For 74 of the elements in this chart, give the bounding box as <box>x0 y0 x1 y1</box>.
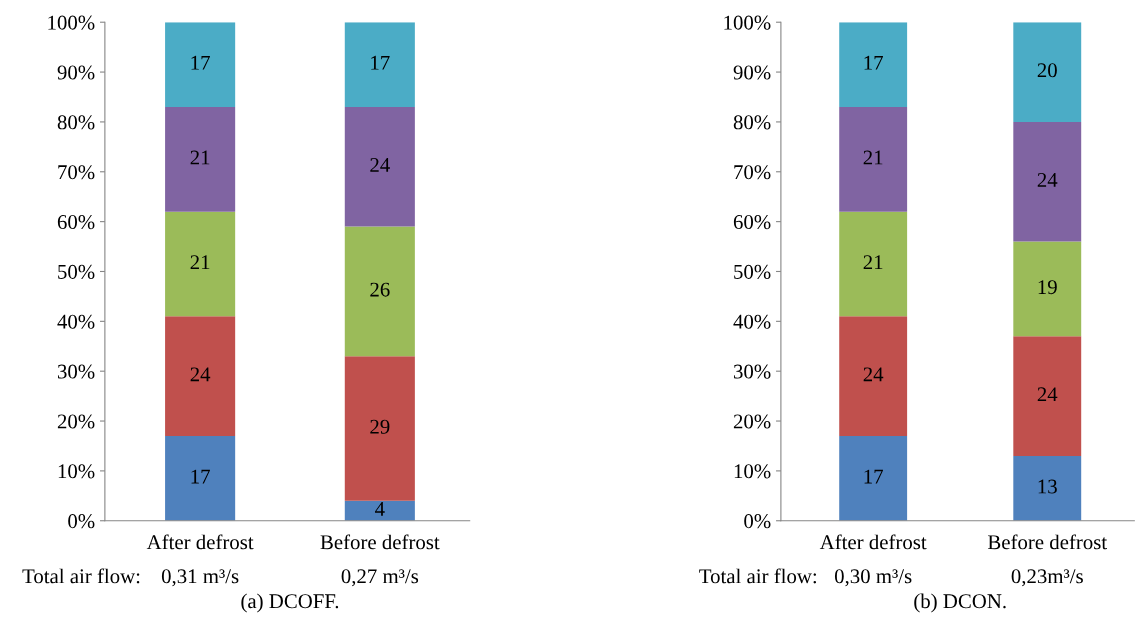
text: Total air flow: <box>22 568 140 584</box>
data-label: 29 <box>370 419 390 434</box>
y-tick-label: 20% <box>57 414 95 429</box>
x-tick-label: After defrost <box>146 534 254 550</box>
x-tick-label: After defrost <box>819 534 927 550</box>
bar <box>1013 241 1082 337</box>
data-label: 21 <box>863 255 883 270</box>
bar <box>1013 121 1082 242</box>
y-tick-label: 60% <box>733 215 771 230</box>
bar <box>165 211 236 317</box>
data-label: 21 <box>190 150 210 165</box>
data-label: 26 <box>370 282 390 297</box>
text: (b) DCON. <box>914 593 1006 613</box>
data-label: 17 <box>864 469 883 484</box>
bar <box>839 316 908 436</box>
bar <box>344 22 415 107</box>
y-tick-label: 10% <box>58 464 95 479</box>
y-tick-label: 70% <box>58 165 95 180</box>
text: 0,31 m³/s <box>161 569 239 587</box>
x-tick-label: Before defrost <box>987 534 1107 550</box>
bar <box>344 226 415 357</box>
data-label: 20 <box>1037 63 1057 78</box>
text: 0,27 m³/s <box>341 569 419 587</box>
y-tick-label: 40% <box>57 314 95 329</box>
bar <box>165 436 236 521</box>
y-tick-label: 90% <box>733 65 771 80</box>
y-tick-label: 20% <box>733 414 771 429</box>
y-tick-label: 70% <box>734 165 771 180</box>
data-label: 17 <box>371 55 390 70</box>
y-tick-label: 30% <box>733 364 771 379</box>
y-tick-label: 100% <box>724 15 771 30</box>
data-label: 4 <box>375 502 385 516</box>
bar <box>344 500 415 521</box>
bar <box>344 356 415 501</box>
bar <box>839 22 908 107</box>
y-tick-label: 10% <box>734 464 771 479</box>
text: (a) DCOFF. <box>241 593 339 613</box>
bar <box>839 211 908 317</box>
y-tick-label: 60% <box>57 215 95 230</box>
y-tick-label: 50% <box>734 264 771 279</box>
y-tick-label: 0% <box>68 514 95 529</box>
data-label: 24 <box>863 367 884 382</box>
y-tick-label: 30% <box>57 364 95 379</box>
data-label: 24 <box>370 158 390 172</box>
y-tick-label: 90% <box>57 65 95 80</box>
bar <box>165 22 236 107</box>
bar <box>165 316 236 436</box>
bar <box>839 436 908 521</box>
text: 0,23m³/s <box>1011 569 1083 587</box>
data-label: 17 <box>191 55 210 70</box>
bar <box>1013 336 1082 456</box>
data-label: 24 <box>1037 172 1058 187</box>
x-tick-label: Before defrost <box>320 534 440 550</box>
data-label: 21 <box>863 150 883 165</box>
data-label: 17 <box>864 55 883 70</box>
data-label: 24 <box>1037 387 1058 402</box>
y-tick-label: 40% <box>733 314 771 329</box>
y-tick-label: 80% <box>57 115 95 130</box>
data-label: 24 <box>190 367 211 382</box>
text: 0,30 m³/s <box>834 569 912 587</box>
text: Total air flow: <box>699 568 817 584</box>
data-label: 17 <box>191 469 210 484</box>
bar <box>1013 22 1082 122</box>
y-tick-label: 80% <box>733 115 771 130</box>
data-label: 19 <box>1038 280 1057 295</box>
bar <box>1013 455 1082 521</box>
data-label: 21 <box>190 255 210 270</box>
bar <box>344 106 415 227</box>
y-tick-label: 50% <box>58 264 95 279</box>
y-tick-label: 0% <box>744 514 771 529</box>
data-label: 13 <box>1038 479 1057 494</box>
bar <box>839 106 908 212</box>
y-tick-label: 100% <box>48 15 95 30</box>
bar <box>165 106 236 212</box>
